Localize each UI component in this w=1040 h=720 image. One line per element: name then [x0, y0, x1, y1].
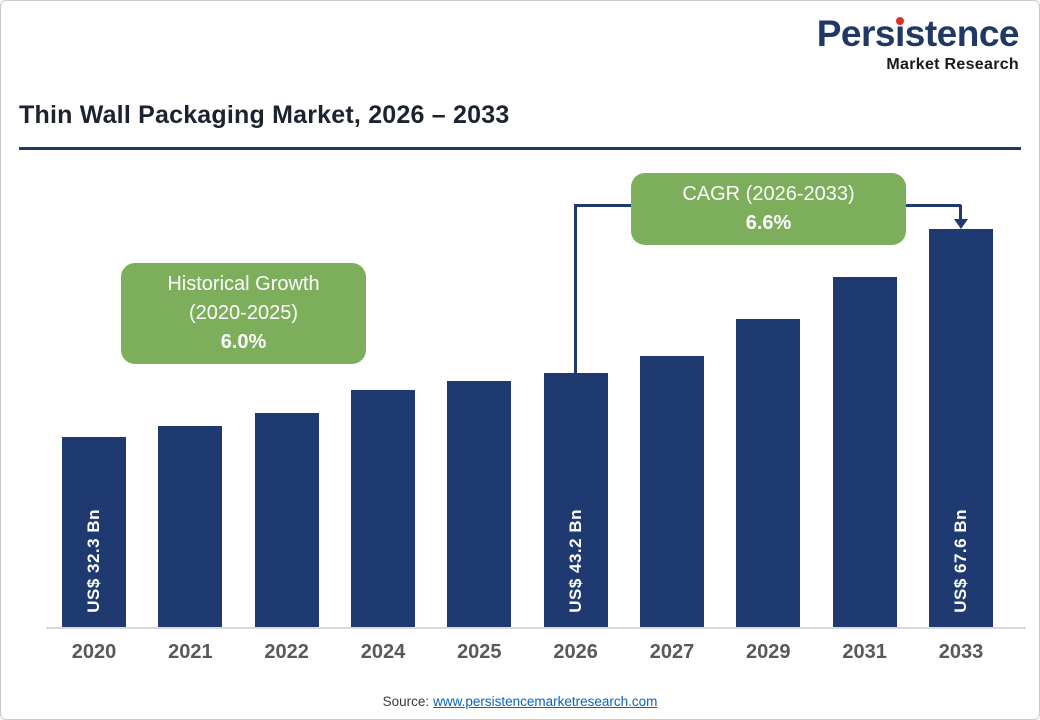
logo-brand: Persıstence	[816, 13, 1020, 54]
callout-line: Historical Growth	[167, 273, 320, 295]
bar-slot-2020: US$ 32.3 Bn 2020	[62, 437, 126, 663]
connector-right-vertical-line	[959, 205, 963, 221]
arrow-down-icon	[953, 219, 968, 229]
bar-2033: US$ 67.6 Bn	[928, 229, 993, 627]
callout-value: 6.0%	[220, 331, 267, 353]
bar-value-label: US$ 67.6 Bn	[950, 509, 970, 613]
bar-chart: Historical Growth (2020-2025) 6.0% CAGR …	[46, 161, 1026, 681]
source-label: Source:	[382, 694, 430, 709]
x-axis-label: 2029	[746, 641, 791, 663]
page-title: Thin Wall Packaging Market, 2026 – 2033	[19, 101, 510, 129]
bar-value-label: US$ 43.2 Bn	[565, 509, 585, 613]
bar-slot-2021: 2021	[158, 426, 223, 663]
bar-2021	[158, 426, 223, 627]
bar-2026: US$ 43.2 Bn	[543, 373, 608, 627]
bar-slot-2026: US$ 43.2 Bn 2026	[543, 373, 608, 663]
bar-2022	[254, 413, 319, 627]
bar-slot-2025: 2025	[447, 381, 512, 663]
logo: Persıstence Market Research	[816, 13, 1020, 74]
bar-slot-2033: US$ 67.6 Bn 2033	[928, 229, 993, 663]
x-axis-line	[46, 627, 1026, 629]
connector-left-horizontal-line	[574, 203, 631, 207]
callout-line: (2020-2025)	[189, 302, 298, 324]
bar-2025	[447, 381, 512, 627]
x-axis-label: 2033	[938, 641, 984, 663]
bar-value-label: US$ 32.3 Bn	[84, 509, 103, 613]
bar-2027	[639, 356, 704, 627]
title-underline	[19, 147, 1021, 150]
bar-slot-2022: 2022	[254, 413, 319, 663]
connector-left-vertical-line	[574, 205, 578, 373]
x-axis-label: 2024	[360, 641, 406, 663]
connector-right-horizontal-line	[906, 203, 961, 207]
bar-2031	[832, 277, 897, 627]
historical-growth-callout: Historical Growth (2020-2025) 6.0%	[121, 263, 366, 364]
x-axis-label: 2022	[264, 641, 309, 663]
source-link[interactable]: www.persistencemarketresearch.com	[433, 694, 658, 709]
x-axis-label: 2027	[649, 641, 695, 663]
x-axis-label: 2031	[842, 641, 887, 663]
x-axis-label: 2025	[457, 641, 502, 663]
bar-2024	[350, 390, 415, 627]
bar-2029	[736, 319, 801, 627]
logo-red-dot: ı	[894, 13, 905, 54]
bar-slot-2024: 2024	[350, 390, 415, 663]
x-axis-label: 2020	[71, 641, 117, 663]
x-axis-label: 2026	[553, 641, 598, 663]
source-note: Source: www.persistencemarketresearch.com	[1, 694, 1039, 709]
bars-row: US$ 32.3 Bn 2020 2021 2022 2024 2025 US$ 43.2 …	[62, 161, 993, 663]
cagr-callout: CAGR (2026-2033) 6.6%	[631, 173, 906, 245]
callout-line: CAGR (2026-2033)	[682, 183, 855, 205]
bar-slot-2031: 2031	[832, 277, 897, 663]
x-axis-label: 2021	[168, 641, 213, 663]
bar-slot-2027: 2027	[639, 356, 704, 663]
logo-tagline: Market Research	[886, 55, 1019, 73]
bar-2020: US$ 32.3 Bn	[62, 437, 126, 627]
bar-slot-2029: 2029	[736, 319, 801, 663]
callout-value: 6.6%	[745, 212, 792, 234]
